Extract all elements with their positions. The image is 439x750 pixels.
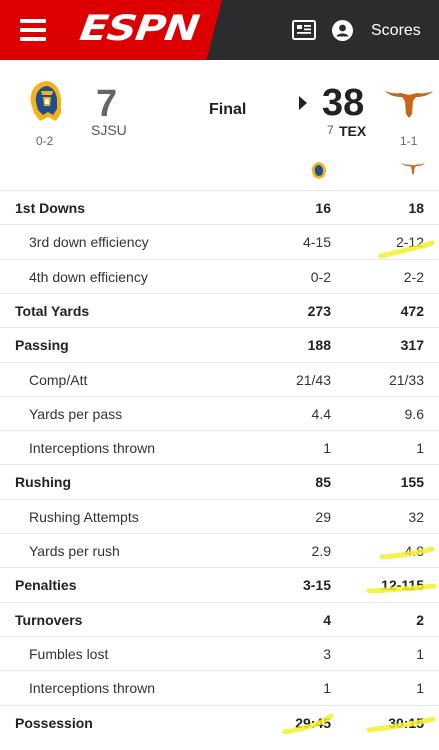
game-status: Final (209, 101, 247, 118)
menu-icon[interactable] (20, 17, 46, 43)
home-stat-value: 1 (416, 680, 424, 697)
away-stat-value: 21/43 (295, 371, 331, 388)
away-stat-value: 273 (307, 302, 331, 319)
stat-row: Passing 188 317 (0, 327, 439, 361)
home-stat-value: 4.8 (404, 543, 424, 559)
stat-label: Interceptions thrown (29, 440, 156, 457)
stat-label: Yards per rush (29, 543, 120, 559)
away-stat-value: 4.4 (311, 405, 331, 422)
news-icon[interactable] (292, 20, 316, 40)
away-stat-value: 1 (323, 440, 331, 457)
stat-row: Interceptions thrown 1 1 (0, 430, 439, 464)
home-stat-value: 2-12 (395, 234, 424, 251)
away-stat-value: 4-15 (302, 234, 331, 251)
home-stat-value: 1 (416, 645, 424, 662)
espn-logo[interactable]: ESPN (77, 9, 201, 49)
home-team-rank: 7 (327, 123, 334, 137)
stat-row: Interceptions thrown 1 1 (0, 670, 439, 704)
texas-longhorn-logo[interactable] (384, 87, 434, 119)
stat-row: Penalties 3-15 12-115 (0, 567, 439, 601)
sjsu-column-logo (311, 162, 326, 179)
away-team-abbr[interactable]: SJSU (91, 122, 127, 138)
stat-label: Comp/Att (29, 371, 88, 388)
away-stat-value: 16 (315, 200, 331, 216)
stat-row: Yards per pass 4.4 9.6 (0, 395, 439, 430)
texas-column-logo (401, 163, 425, 175)
home-stat-value: 155 (400, 474, 424, 491)
team-stats-table (0, 162, 439, 750)
sjsu-spartan-logo[interactable] (26, 79, 68, 123)
stat-label: Turnovers (15, 611, 83, 628)
stat-label: Interceptions thrown (29, 680, 156, 697)
away-stat-value: 29 (315, 508, 331, 525)
stat-row: Fumbles lost 3 1 (0, 635, 439, 670)
stat-row: 1st Downs 16 18 (0, 190, 439, 224)
stat-label: Fumbles lost (29, 645, 109, 662)
away-stat-value: 85 (315, 474, 331, 491)
stat-row: Possession 29:45 30:15 (0, 704, 439, 739)
stat-label: Total Yards (15, 302, 90, 319)
home-team-abbr[interactable]: TEX (339, 123, 367, 139)
home-stat-value: 9.6 (404, 405, 424, 422)
away-score: 7 (96, 83, 118, 125)
stat-row: Rushing Attempts 29 32 (0, 498, 439, 533)
stat-row: Yards per rush 2.9 4.8 (0, 533, 439, 567)
stat-row: Comp/Att 21/43 21/33 (0, 361, 439, 396)
stat-label: 1st Downs (15, 200, 86, 216)
home-stat-value: 18 (408, 200, 424, 216)
home-team-record: 1-1 (400, 134, 418, 148)
home-stat-value: 32 (408, 508, 424, 525)
stat-label: 4th down efficiency (29, 268, 148, 285)
home-stat-value: 2 (416, 611, 424, 628)
stat-label: 3rd down efficiency (29, 234, 149, 251)
stat-label: Possession (15, 714, 93, 731)
home-stat-value: 21/33 (388, 371, 424, 388)
away-stat-value: 29:45 (295, 714, 331, 731)
away-stat-value: 3 (323, 645, 331, 662)
home-stat-value: 2-2 (403, 268, 424, 285)
stat-row: Rushing 85 155 (0, 464, 439, 498)
scores-link[interactable]: Scores (371, 22, 421, 39)
home-stat-value: 12-115 (381, 577, 424, 594)
home-stat-value: 472 (400, 302, 424, 319)
away-team-record: 0-2 (36, 134, 54, 148)
winner-arrow-icon (299, 96, 307, 110)
stat-label: Rushing (15, 474, 71, 491)
stat-row: Turnovers 4 2 (0, 601, 439, 636)
away-stat-value: 0-2 (310, 268, 331, 285)
stat-row: 4th down efficiency 0-2 2-2 (0, 258, 439, 293)
away-stat-value: 4 (323, 611, 331, 628)
stat-label: Penalties (15, 577, 77, 594)
home-stat-value: 317 (400, 337, 424, 354)
scoreboard (0, 60, 439, 164)
app-header: ESPN Scores (0, 0, 439, 60)
stat-label: Yards per pass (29, 405, 123, 422)
away-stat-value: 1 (323, 680, 331, 697)
stat-label: Passing (15, 337, 69, 354)
stat-row: Total Yards 273 472 (0, 292, 439, 327)
home-stat-value: 1 (416, 440, 424, 457)
home-stat-value: 30:15 (388, 714, 424, 731)
away-stat-value: 188 (307, 337, 331, 354)
profile-icon[interactable] (332, 20, 353, 41)
away-stat-value: 2.9 (311, 543, 331, 559)
stat-row: 3rd down efficiency 4-15 2-12 (0, 224, 439, 258)
stat-label: Rushing Attempts (29, 508, 139, 525)
home-score: 38 (322, 82, 365, 124)
away-stat-value: 3-15 (302, 577, 331, 594)
